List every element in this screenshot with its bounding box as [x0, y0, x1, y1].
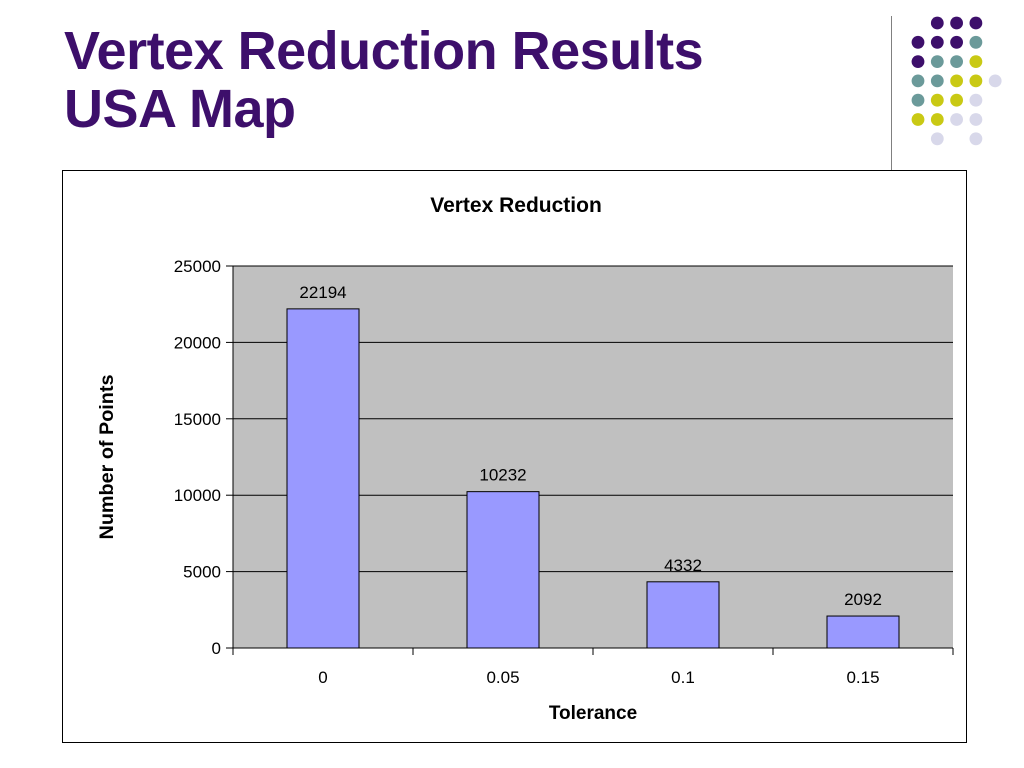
- y-tick-label: 20000: [174, 333, 221, 352]
- y-axis-title: Number of Points: [97, 375, 118, 540]
- bar: [646, 581, 720, 649]
- x-tick-label: 0.1: [671, 668, 695, 687]
- decorative-dot: [930, 132, 944, 146]
- data-label: 10232: [479, 466, 526, 485]
- data-label: 22194: [299, 283, 346, 302]
- decorative-dot: [988, 74, 1002, 88]
- decorative-dot: [969, 74, 983, 88]
- decorative-dot: [969, 113, 983, 126]
- decorative-dot: [911, 113, 925, 126]
- slide-title-line-2: USA Map: [64, 79, 296, 139]
- decorative-dot: [930, 113, 944, 126]
- decorative-dot: [950, 74, 963, 88]
- decorative-dot: [969, 16, 983, 30]
- x-axis-title: Tolerance: [549, 703, 637, 724]
- plot-area: 0 5000 10000 15000 20000 25000 22194 0 10232 0.05…: [174, 257, 954, 687]
- x-tick-label: 0.15: [846, 668, 879, 687]
- decorative-dot: [930, 74, 944, 88]
- decorative-dot: [969, 35, 983, 49]
- data-label: 2092: [844, 590, 882, 609]
- bar: [826, 615, 900, 649]
- bar-chart: Vertex Reduction 0 5000 10000 15000 20000 250…: [97, 194, 954, 724]
- decorative-dot-grid: [911, 16, 1002, 146]
- decorative-dot: [930, 35, 944, 49]
- decorative-dot: [950, 35, 963, 49]
- x-tick-label: 0: [318, 668, 327, 687]
- y-tick-label: 15000: [174, 410, 221, 429]
- chart-title: Vertex Reduction: [430, 194, 602, 217]
- bar: [466, 491, 540, 649]
- slide-title-line-1: Vertex Reduction Results: [64, 21, 704, 81]
- data-label: 4332: [664, 556, 702, 575]
- slide-title: Vertex Reduction Results USA Map: [64, 21, 704, 139]
- bar: [286, 308, 360, 649]
- y-tick-label: 5000: [183, 563, 221, 582]
- decorative-dot: [969, 93, 983, 107]
- title-divider-line: [891, 16, 892, 170]
- decorative-dot: [950, 113, 963, 126]
- decorative-dot: [950, 93, 963, 107]
- decorative-dot: [969, 55, 983, 68]
- decorative-dot: [911, 93, 925, 107]
- decorative-dot: [911, 35, 925, 49]
- decorative-dot: [930, 16, 944, 30]
- decorative-dot: [969, 132, 983, 146]
- y-tick-label: 0: [212, 639, 221, 658]
- y-tick-label: 25000: [174, 257, 221, 276]
- decorative-dot: [930, 93, 944, 107]
- x-tick-label: 0.05: [486, 668, 519, 687]
- decorative-dot: [911, 74, 925, 88]
- decorative-dot: [950, 16, 963, 30]
- decorative-dot: [950, 55, 963, 68]
- decorative-dot: [911, 55, 925, 68]
- y-tick-label: 10000: [174, 486, 221, 505]
- decorative-dot: [930, 55, 944, 68]
- chart-frame: Vertex Reduction 0 5000 10000 15000 20000 250…: [62, 170, 967, 743]
